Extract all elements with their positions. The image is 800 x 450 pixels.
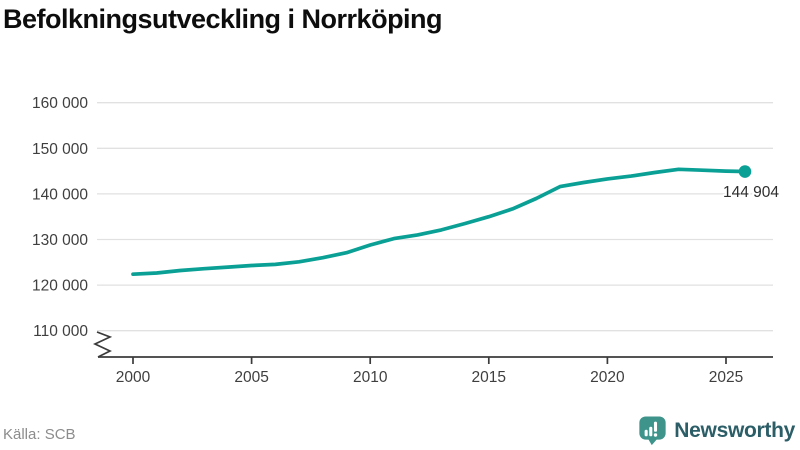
newsworthy-bubble-chart-icon (639, 416, 666, 446)
latest-value-label: 144 904 (723, 184, 779, 201)
population-line (131, 167, 747, 277)
y-axis-label: 140 000 (32, 186, 88, 203)
axis-break-icon (92, 331, 113, 358)
page-title: Befolkningsutveckling i Norrköping (3, 4, 443, 34)
x-axis-label: 2015 (472, 369, 506, 386)
newsworthy-brand-link[interactable]: Newsworthy (638, 415, 795, 446)
x-axis-label: 2000 (116, 369, 151, 386)
y-axis-label: 130 000 (32, 232, 88, 249)
y-axis-label: 120 000 (32, 278, 88, 295)
y-axis-label: 110 000 (33, 323, 88, 340)
x-axis-label: 2010 (353, 369, 388, 386)
x-axis-label: 2025 (709, 369, 743, 386)
x-axis-label: 2020 (590, 369, 625, 386)
brand-name: Newsworthy (674, 418, 795, 442)
latest-point-dot (738, 165, 752, 178)
y-axis-label: 160 000 (32, 95, 88, 112)
x-axis-label: 2005 (234, 369, 268, 386)
source-label: Källa: SCB (3, 426, 76, 443)
y-axis-label: 150 000 (32, 141, 88, 158)
